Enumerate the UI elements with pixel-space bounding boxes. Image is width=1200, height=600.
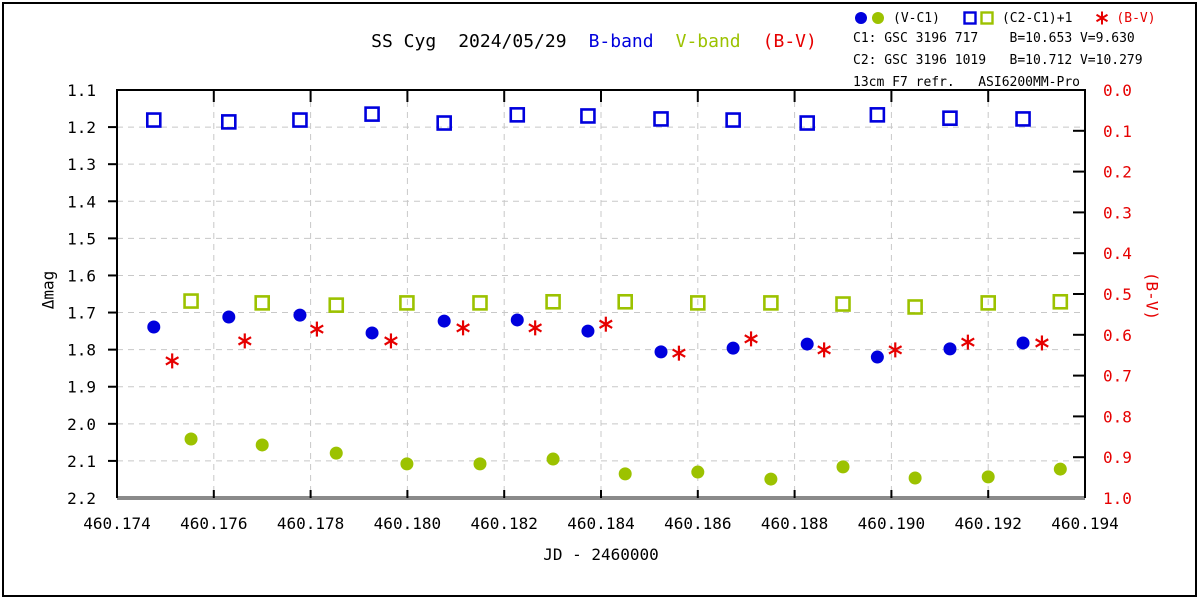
svg-text:460.176: 460.176 — [180, 514, 247, 533]
chart-title: SS Cyg 2024/05/29 B-band V-band (B-V) — [371, 31, 817, 52]
equipment-info: 13cm F7 refr. ASI6200MM-Pro — [853, 75, 1080, 90]
right-axis-ticks — [1073, 129, 1085, 459]
svg-text:460.174: 460.174 — [83, 514, 150, 533]
y-right-tick-labels: 0.0 0.1 0.2 0.3 0.4 0.5 0.6 0.7 0.8 0.9 1.0 — [1103, 81, 1132, 508]
title-target-name: SS Cyg — [371, 31, 437, 52]
svg-text:0.9: 0.9 — [1103, 448, 1132, 467]
svg-text:2.0: 2.0 — [67, 415, 96, 434]
svg-text:1.8: 1.8 — [67, 341, 96, 360]
svg-text:1.3: 1.3 — [67, 155, 96, 174]
series--b-v- — [165, 316, 1049, 369]
series-v-band-v-c1- — [184, 432, 1067, 486]
open-squares-icon — [962, 10, 996, 26]
series-b-band-c2-c1-1 — [145, 106, 1031, 131]
svg-text:1.0: 1.0 — [1103, 489, 1132, 508]
legend-bv-label: (B-V) — [1116, 10, 1156, 26]
svg-text:1.7: 1.7 — [67, 304, 96, 323]
asterisk-icon — [1094, 10, 1110, 26]
x-tick-labels: 460.174 460.176 460.178 460.180 460.182 460.1… — [83, 514, 1118, 533]
svg-text:0.0: 0.0 — [1103, 81, 1132, 100]
svg-text:460.188: 460.188 — [761, 514, 828, 533]
svg-text:2.1: 2.1 — [67, 452, 96, 471]
svg-text:0.5: 0.5 — [1103, 285, 1132, 304]
legend: (V-C1) (C2-C1)+1 (B-V) — [853, 8, 1183, 94]
svg-text:460.194: 460.194 — [1051, 514, 1118, 533]
svg-text:0.8: 0.8 — [1103, 407, 1132, 426]
axis-ticks — [108, 90, 990, 498]
title-v-band: V-band — [675, 31, 741, 52]
y-left-tick-labels: 1.1 1.2 1.3 1.4 1.5 1.6 1.7 1.8 1.9 2.0 2.1 2.2 — [67, 81, 96, 508]
svg-text:0.1: 0.1 — [1103, 122, 1132, 141]
svg-text:0.7: 0.7 — [1103, 367, 1132, 386]
svg-text:0.6: 0.6 — [1103, 326, 1132, 345]
svg-text:460.190: 460.190 — [858, 514, 925, 533]
comparison-star-c1-info: C1: GSC 3196 717 B=10.653 V=9.630 — [853, 31, 1135, 46]
legend-row: (V-C1) (C2-C1)+1 (B-V) — [853, 8, 1183, 28]
legend-c2c1-label: (C2-C1)+1 — [1001, 10, 1073, 26]
svg-text:1.1: 1.1 — [67, 81, 96, 100]
svg-text:2.2: 2.2 — [67, 489, 96, 508]
svg-text:460.186: 460.186 — [664, 514, 731, 533]
svg-text:460.182: 460.182 — [470, 514, 537, 533]
svg-text:0.2: 0.2 — [1103, 163, 1132, 182]
x-axis-title: JD - 2460000 — [543, 545, 659, 564]
title-date: 2024/05/29 — [458, 31, 567, 52]
svg-text:1.5: 1.5 — [67, 229, 96, 248]
title-bv: (B-V) — [762, 31, 817, 52]
svg-text:1.9: 1.9 — [67, 378, 96, 397]
svg-text:0.4: 0.4 — [1103, 244, 1132, 263]
svg-text:1.2: 1.2 — [67, 118, 96, 137]
svg-text:460.192: 460.192 — [954, 514, 1021, 533]
svg-text:1.4: 1.4 — [67, 192, 96, 211]
svg-text:460.180: 460.180 — [374, 514, 441, 533]
svg-text:460.184: 460.184 — [567, 514, 634, 533]
series-v-band-c2-c1-1 — [183, 293, 1069, 315]
comparison-star-c2-info: C2: GSC 3196 1019 B=10.712 V=10.279 — [853, 53, 1143, 68]
svg-text:0.3: 0.3 — [1103, 203, 1132, 222]
filled-circles-icon — [853, 10, 887, 26]
legend-vc1-label: (V-C1) — [893, 10, 940, 26]
svg-text:460.178: 460.178 — [277, 514, 344, 533]
gridlines — [117, 90, 1085, 498]
title-b-band: B-band — [588, 31, 654, 52]
series-b-band-v-c1- — [147, 308, 1030, 364]
svg-text:1.6: 1.6 — [67, 266, 96, 285]
